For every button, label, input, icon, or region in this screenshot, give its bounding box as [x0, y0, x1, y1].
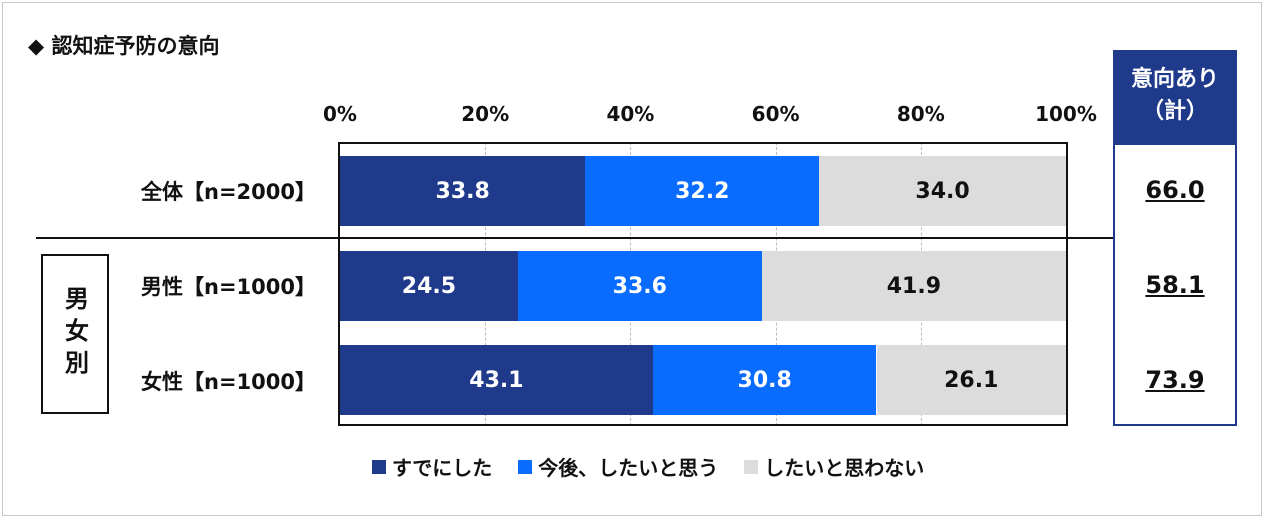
legend-label: したいと思わない: [764, 456, 925, 480]
legend: すでにした 今後、したいと思う したいと思わない: [372, 452, 924, 481]
bar-data-label: 33.8: [435, 178, 490, 204]
bar-data-label: 43.1: [469, 367, 524, 393]
x-tick-label: 20%: [461, 102, 510, 126]
bar-segment: 24.5: [340, 251, 518, 321]
section-divider: [36, 237, 1232, 239]
x-tick-label: 80%: [896, 102, 945, 126]
bar-data-label: 41.9: [886, 273, 942, 299]
x-tick-label: 60%: [751, 102, 800, 126]
intent-value-total: 66.0: [1145, 176, 1205, 204]
row-label-female: 女性【n=1000】: [141, 370, 316, 394]
group-label: 男女別: [60, 286, 89, 382]
bar-data-label: 34.0: [915, 178, 970, 204]
bar-data-label: 30.8: [737, 367, 792, 393]
bar-segment: 32.2: [585, 156, 820, 226]
row-label-male: 男性【n=1000】: [141, 275, 316, 299]
row-label-total: 全体【n=2000】: [141, 180, 316, 204]
bar-segment: 41.9: [761, 251, 1066, 321]
bar-data-label: 24.5: [401, 273, 457, 299]
intent-value-female: 73.9: [1145, 366, 1205, 394]
intent-header: 意向あり （計）: [1115, 52, 1235, 145]
legend-swatch: [744, 459, 759, 474]
bar-segment: 30.8: [652, 345, 877, 415]
bar-segment: 33.8: [340, 156, 586, 226]
bar-segment: 34.0: [819, 156, 1066, 226]
intent-header-line2: （計）: [1141, 99, 1208, 124]
plot-top-border: [338, 142, 1068, 144]
bar-segment: 43.1: [340, 345, 653, 415]
legend-item: 今後、したいと思う: [518, 452, 718, 481]
legend-swatch: [372, 459, 386, 474]
intent-column: 意向あり （計）: [1113, 50, 1237, 426]
x-tick-label: 40%: [606, 102, 655, 126]
legend-item: すでにした: [372, 452, 492, 481]
legend-swatch: [518, 459, 533, 474]
legend-item: したいと思わない: [744, 452, 924, 481]
plot-area: [338, 142, 1068, 426]
intent-value-male: 58.1: [1145, 271, 1205, 299]
bar-data-label: 32.2: [675, 178, 730, 204]
chart-title: ◆ 認知症予防の意向: [28, 34, 220, 58]
legend-label: すでにした: [392, 456, 493, 480]
bar-data-label: 33.6: [612, 273, 667, 299]
bar-segment: 26.1: [876, 345, 1066, 415]
intent-header-line1: 意向あり: [1130, 67, 1219, 92]
bar-data-label: 26.1: [944, 367, 999, 393]
bar-segment: 33.6: [517, 251, 762, 321]
x-tick-label: 100%: [1035, 102, 1097, 126]
x-tick-label: 0%: [323, 102, 357, 126]
group-label-box: 男女別: [41, 254, 109, 414]
legend-label: 今後、したいと思う: [538, 456, 719, 480]
